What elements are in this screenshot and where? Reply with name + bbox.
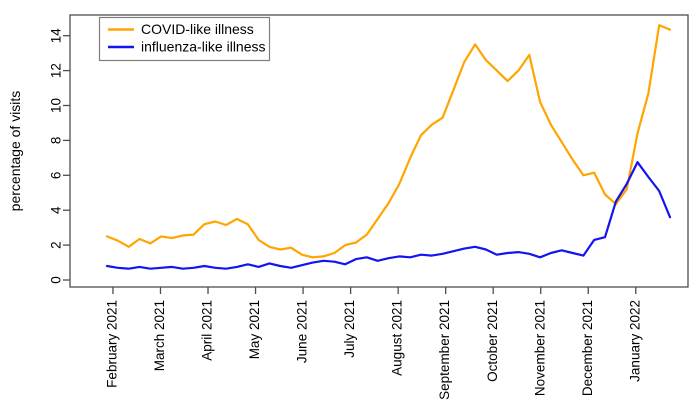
x-tick-label: November 2021 <box>532 300 547 396</box>
legend-box <box>98 16 271 62</box>
x-tick-label: January 2022 <box>627 300 642 382</box>
x-tick-label: September 2021 <box>437 300 452 400</box>
x-tick-label: February 2021 <box>105 300 120 388</box>
y-axis-title: percentage of visits <box>7 91 23 212</box>
y-tick-label: 10 <box>49 98 64 113</box>
data-series-group <box>105 24 672 270</box>
series-line-influenza <box>105 161 672 270</box>
x-tick-label: May 2021 <box>247 300 262 359</box>
legend: COVID-like illness influenza-like illnes… <box>98 16 271 62</box>
x-tick-label: December 2021 <box>580 300 595 396</box>
y-tick-label: 6 <box>49 172 64 180</box>
x-tick-label: June 2021 <box>295 300 310 363</box>
y-tick-label: 0 <box>49 276 64 284</box>
y-tick-label: 12 <box>49 63 64 78</box>
x-tick-label: April 2021 <box>200 300 215 361</box>
legend-label-covid: COVID-like illness <box>141 21 254 37</box>
series-line-covid <box>105 24 672 259</box>
y-tick-label: 8 <box>49 137 64 145</box>
y-tick-label: 14 <box>49 28 64 44</box>
legend-label-influenza: influenza-like illness <box>141 39 266 55</box>
x-tick-label: August 2021 <box>390 300 405 376</box>
x-axis: February 2021 March 2021 April 2021 May 202… <box>105 287 642 400</box>
x-tick-label: October 2021 <box>485 300 500 382</box>
y-tick-label: 2 <box>49 241 64 249</box>
x-tick-label: July 2021 <box>342 300 357 358</box>
x-tick-label: March 2021 <box>152 300 167 371</box>
y-tick-label: 4 <box>49 206 64 214</box>
y-axis: 0 2 4 6 8 10 12 14 <box>49 28 70 284</box>
plot-border <box>69 14 689 288</box>
